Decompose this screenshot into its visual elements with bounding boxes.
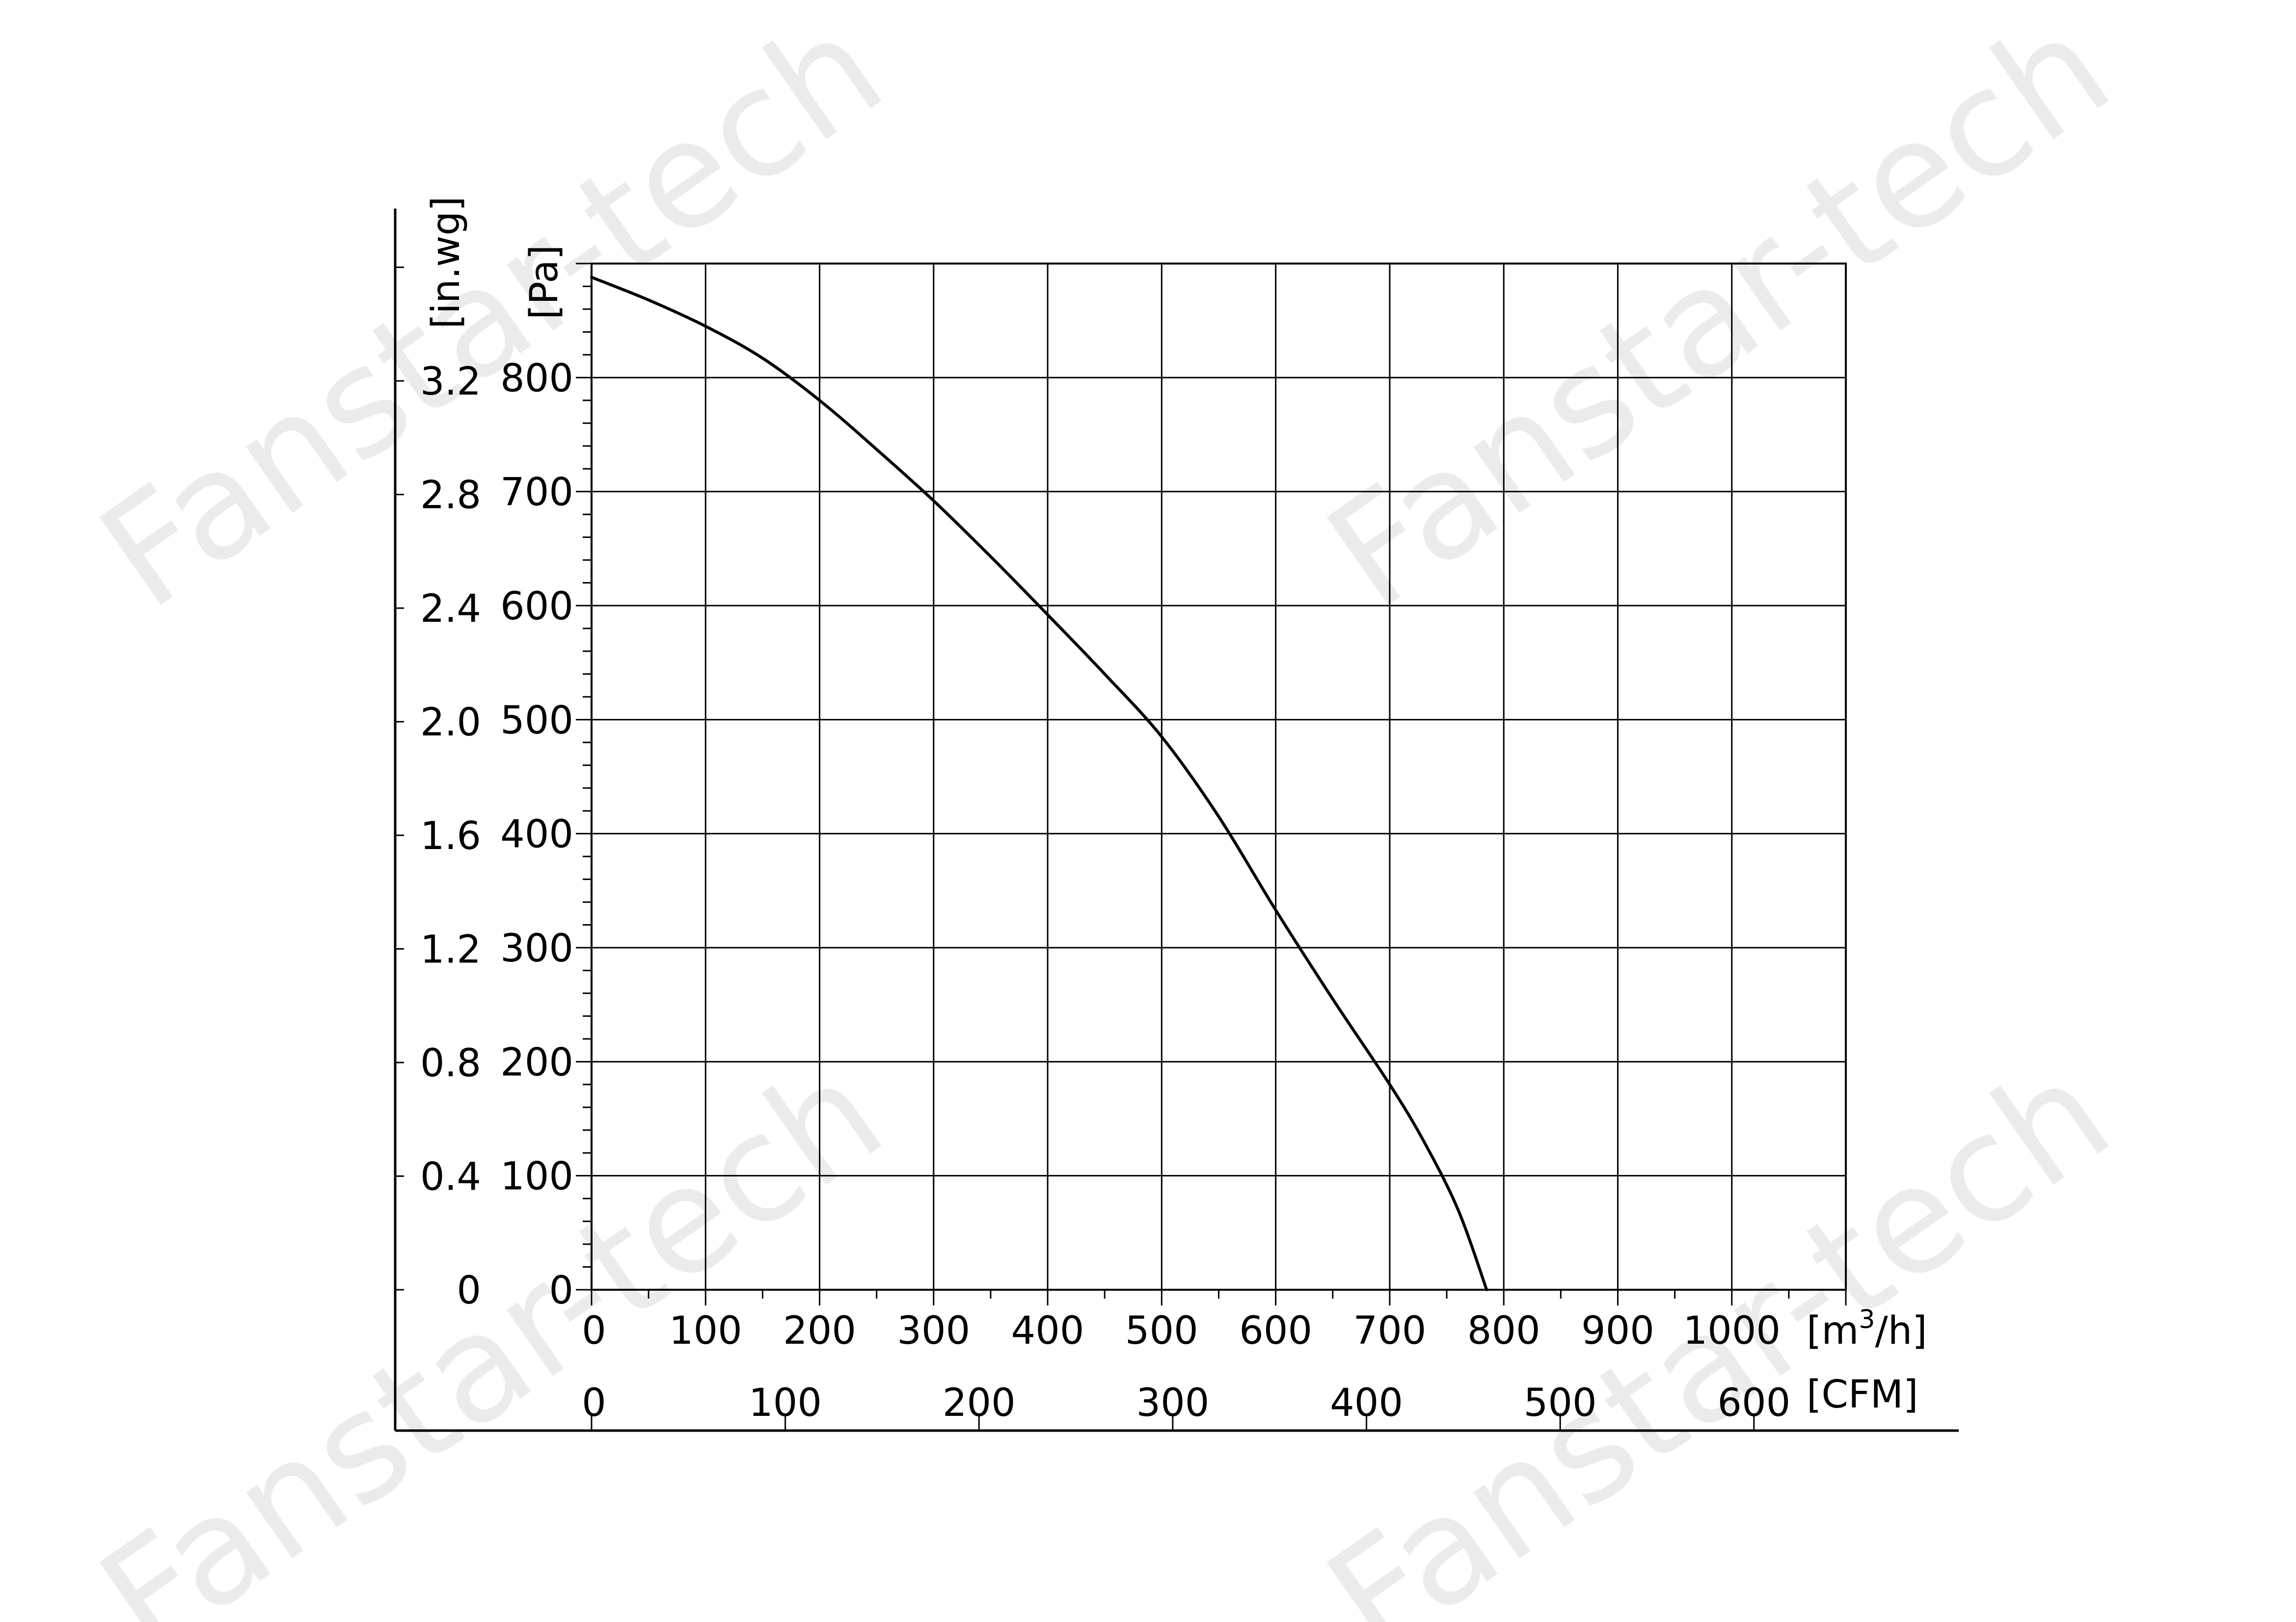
x-m3h-tick-label: 700 (1353, 1309, 1426, 1353)
x-m3h-tick-label: 800 (1467, 1309, 1540, 1353)
y-inwg-tick-label: 2.0 (420, 701, 481, 745)
axes-layer (394, 209, 1959, 1432)
x-m3h-tick-label: 200 (783, 1309, 856, 1353)
y-pa-tick-label: 0 (549, 1269, 573, 1313)
y-inwg-tick-label: 0.4 (420, 1155, 481, 1199)
y-pa-tick-label: 500 (500, 698, 573, 743)
y-pa-tick-label: 100 (500, 1155, 573, 1199)
x-cfm-tick-label: 300 (1136, 1381, 1209, 1425)
x-cfm-tick-label: 0 (582, 1381, 606, 1425)
x-cfm-tick-label: 400 (1330, 1381, 1403, 1425)
performance-curve (590, 275, 1488, 1291)
x-cfm-tick-label: 500 (1524, 1381, 1597, 1425)
y-pa-tick-label: 200 (500, 1040, 573, 1085)
y-pa-tick-label: 400 (500, 813, 573, 857)
x-cfm-tick-label: 200 (943, 1381, 1016, 1425)
watermark-text: Fanstar-tech (1298, 0, 2139, 642)
x-m3h-tick-label: 400 (1011, 1309, 1084, 1353)
grid-layer (591, 263, 1847, 1291)
x-m3h-tick-label: 900 (1581, 1309, 1654, 1353)
y-inwg-tick-label: 1.2 (420, 928, 481, 972)
y-inwg-tick-label: 1.6 (420, 814, 481, 858)
x-m3h-tick-label: 100 (669, 1309, 742, 1353)
y-inwg-tick-label: 2.8 (420, 474, 481, 518)
x-m3h-tick-label: 300 (897, 1309, 970, 1353)
y-inwg-tick-label: 3.2 (420, 360, 481, 404)
y-pa-tick-label: 800 (500, 356, 573, 400)
x-m3h-tick-label: 500 (1125, 1309, 1198, 1353)
x-cfm-tick-label: 600 (1717, 1381, 1790, 1425)
y-pa-tick-label: 700 (500, 471, 573, 515)
x-cfm-tick-label: 100 (749, 1381, 822, 1425)
x-m3h-tick-label: 1000 (1683, 1309, 1781, 1353)
watermark-text: Fanstar-tech (71, 0, 912, 642)
y-pa-tick-label: 600 (500, 585, 573, 629)
y-inwg-tick-label: 0 (457, 1269, 481, 1313)
x-cfm-unit-label: [CFM] (1807, 1373, 1918, 1417)
y-inwg-unit-label: [in.wg] (424, 196, 468, 329)
y-inwg-tick-label: 0.8 (420, 1041, 481, 1086)
x-m3h-tick-label: 600 (1239, 1309, 1312, 1353)
x-m3h-unit-label: [m3/h] (1807, 1305, 1927, 1353)
y-pa-tick-label: 300 (500, 927, 573, 971)
y-pa-unit-label: [Pa] (522, 245, 567, 319)
series-layer (590, 275, 1488, 1291)
y-inwg-tick-label: 2.4 (420, 587, 481, 631)
x-m3h-tick-label: 0 (582, 1309, 606, 1353)
